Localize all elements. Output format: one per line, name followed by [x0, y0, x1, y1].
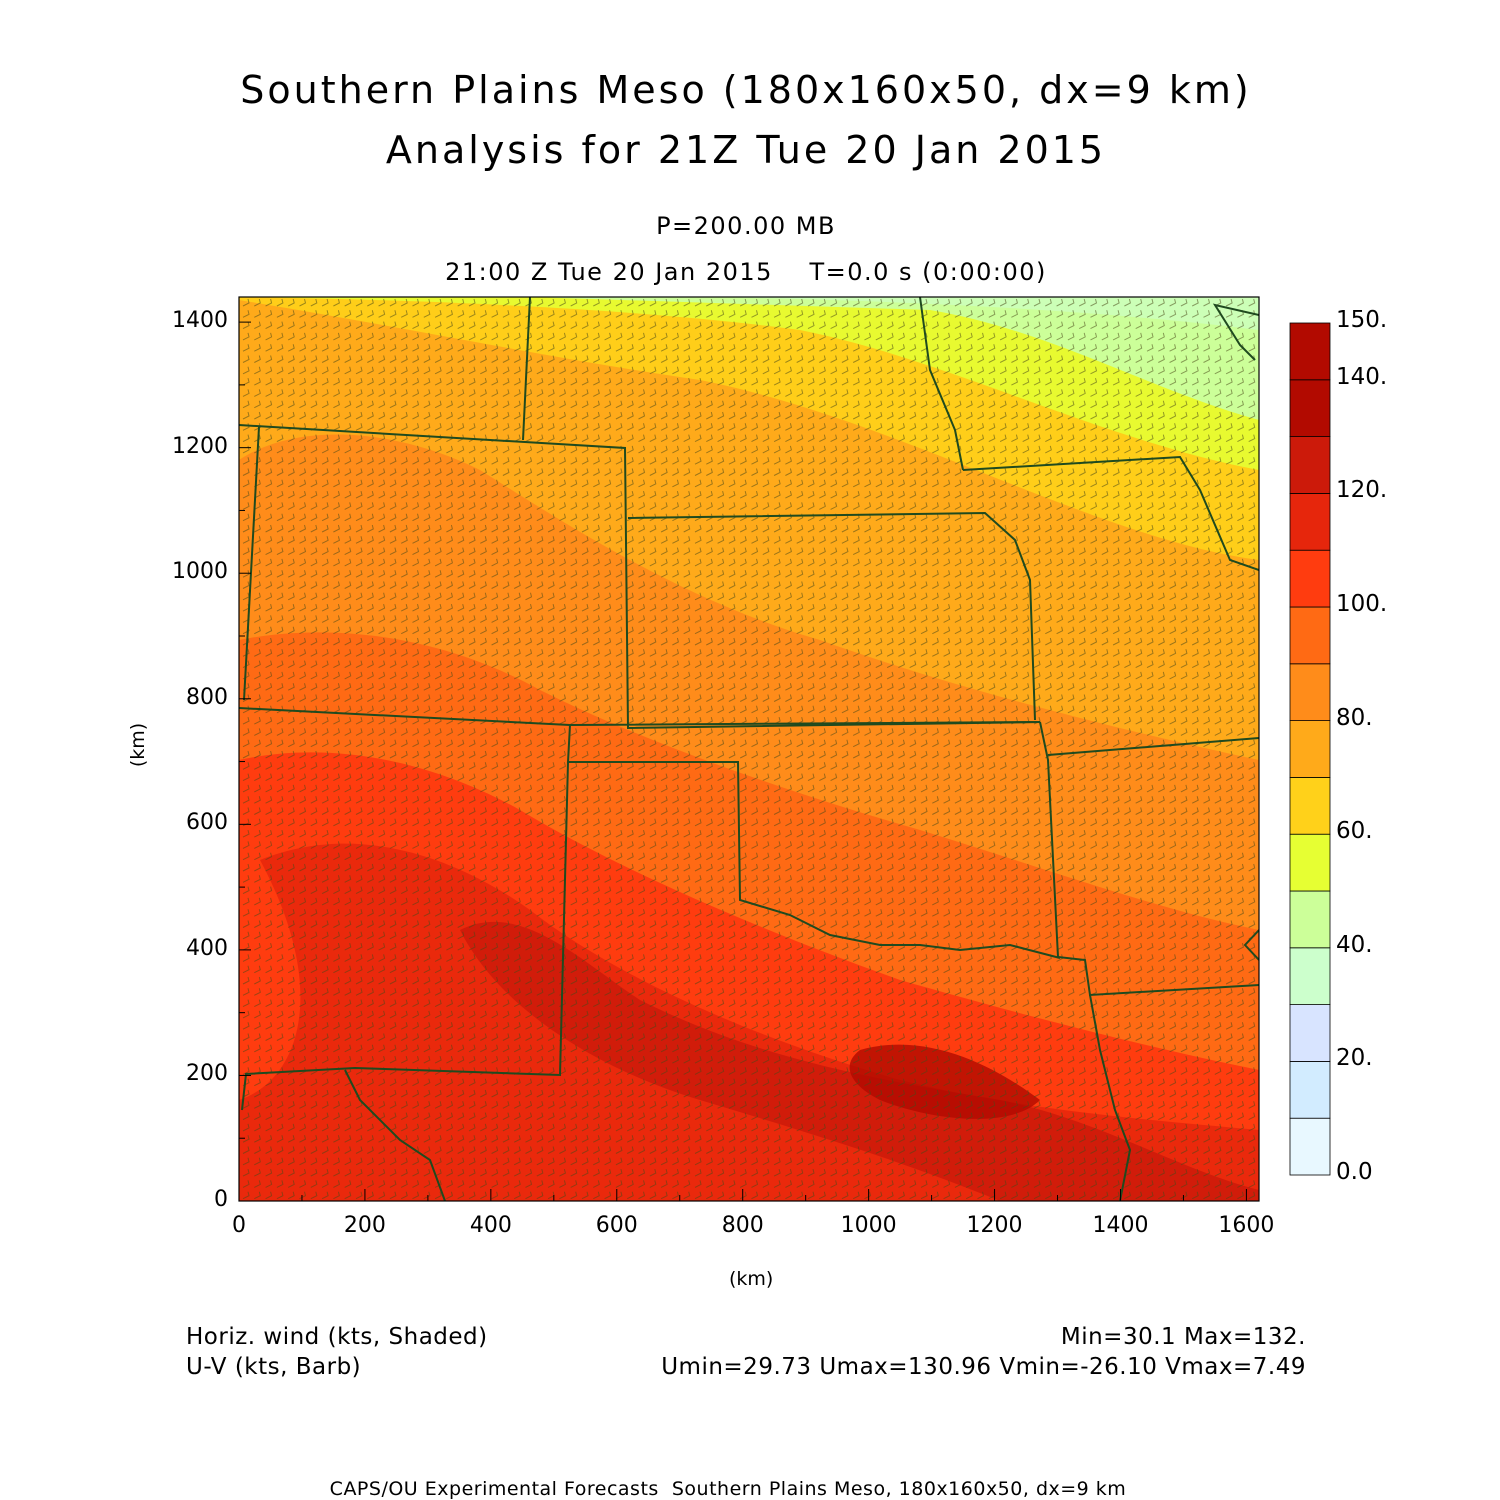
y-tick-label: 1200	[172, 433, 228, 459]
colorbar-swatch	[1289, 890, 1331, 949]
colorbar-swatch	[1289, 663, 1331, 721]
y-tick-label: 200	[186, 1061, 228, 1087]
colorbar-swatch	[1289, 1061, 1331, 1119]
y-tick-label: 1000	[172, 559, 228, 585]
colorbar-swatch	[1289, 1117, 1331, 1176]
title-line-2: Analysis for 21Z Tue 20 Jan 2015	[385, 128, 1107, 172]
x-tick-label: 1400	[1092, 1213, 1149, 1238]
colorbar-swatch	[1289, 436, 1331, 494]
colorbar-swatch	[1289, 947, 1331, 1005]
colorbar-swatch	[1289, 720, 1331, 778]
level-label: P=200.00 MB	[656, 212, 836, 240]
min-max-label: Min=30.1 Max=132.	[1060, 1324, 1306, 1350]
colorbar-swatch	[1289, 777, 1331, 835]
y-tick-label: 600	[186, 810, 228, 836]
colorbar-label: 80.	[1336, 704, 1373, 731]
field-shaded-label: Horiz. wind (kts, Shaded)	[186, 1324, 488, 1350]
plot-frame	[238, 296, 1260, 1202]
x-tick-label: 1000	[840, 1213, 897, 1238]
credit-line: CAPS/OU Experimental Forecasts Southern …	[329, 1478, 1127, 1500]
colorbar-label: 120.	[1336, 477, 1388, 504]
x-tick-label: 200	[343, 1213, 386, 1238]
colorbar-swatch	[1289, 833, 1331, 892]
colorbar-swatch	[1289, 492, 1331, 551]
colorbar-swatch	[1289, 379, 1331, 437]
x-tick-label: 400	[469, 1213, 512, 1238]
colorbar-swatch	[1289, 1004, 1331, 1062]
colorbar-label: 150.	[1336, 307, 1388, 333]
x-tick-label: 0	[232, 1213, 246, 1238]
uv-stats-label: Umin=29.73 Umax=130.96 Vmin=-26.10 Vmax=…	[661, 1354, 1306, 1380]
field-barb-label: U-V (kts, Barb)	[186, 1354, 362, 1380]
y-tick-label: 800	[186, 684, 228, 710]
x-tick-label: 600	[595, 1213, 638, 1238]
colorbar-label: 60.	[1336, 818, 1373, 845]
colorbar-swatch	[1289, 322, 1331, 381]
wind-barbs	[242, 298, 1256, 1200]
x-axis-label: (km)	[729, 1268, 774, 1290]
colorbar-label: 20.	[1336, 1045, 1373, 1072]
colorbar-label: 40.	[1336, 931, 1373, 958]
x-tick-label: 1600	[1218, 1213, 1275, 1238]
colorbar-label: 140.	[1336, 363, 1388, 390]
state-boundaries	[239, 297, 1259, 1201]
colorbar-swatch	[1289, 549, 1331, 608]
y-axis-label: (km)	[127, 722, 150, 768]
y-tick-label: 400	[186, 935, 228, 961]
title-line-1: Southern Plains Meso (180x160x50, dx=9 k…	[240, 68, 1252, 112]
colorbar-label: 0.0	[1336, 1159, 1373, 1185]
x-tick-label: 800	[721, 1213, 764, 1238]
colorbar-swatch	[1289, 606, 1331, 665]
colorbar-label: 100.	[1336, 591, 1388, 617]
colorbar	[1289, 322, 1331, 1176]
y-tick-label: 0	[214, 1187, 228, 1212]
y-tick-label: 1400	[172, 308, 228, 334]
time-label: 21:00 Z Tue 20 Jan 2015 T=0.0 s (0:00:00…	[445, 258, 1047, 286]
x-tick-label: 1200	[966, 1213, 1023, 1238]
